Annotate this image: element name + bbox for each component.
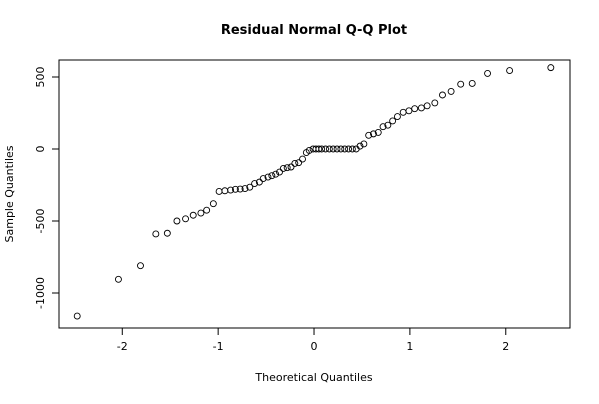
point — [197, 209, 205, 217]
x-tick-label: -1 — [213, 340, 224, 353]
point — [272, 170, 280, 178]
point — [264, 173, 272, 181]
point — [431, 99, 439, 107]
y-tick-label: -500 — [34, 209, 47, 234]
point — [315, 145, 323, 153]
point — [152, 230, 160, 238]
point — [236, 185, 244, 193]
y-tick-label: 500 — [34, 66, 47, 87]
point — [137, 262, 144, 270]
point — [423, 102, 431, 110]
point — [348, 145, 356, 153]
point — [356, 142, 364, 150]
point — [305, 146, 313, 154]
x-tick-label: 1 — [406, 340, 413, 353]
point — [295, 159, 303, 167]
point — [457, 80, 465, 88]
point — [203, 206, 211, 214]
point — [370, 130, 377, 138]
point — [215, 188, 223, 195]
x-tick-label: -2 — [117, 340, 128, 353]
point — [393, 113, 401, 121]
point — [246, 183, 254, 191]
point — [182, 215, 190, 223]
y-tick-label: 0 — [34, 145, 47, 152]
chart-title: Residual Normal Q-Q Plot — [221, 23, 407, 38]
point — [399, 108, 407, 116]
point — [276, 168, 283, 176]
x-tick-label: 2 — [502, 340, 509, 353]
point — [417, 104, 425, 112]
point — [345, 145, 352, 153]
x-tick-label: 0 — [311, 340, 318, 353]
point — [259, 175, 267, 182]
x-axis-label: Theoretical Quantiles — [254, 371, 372, 384]
point — [547, 64, 555, 72]
y-tick-label: -1000 — [34, 277, 47, 309]
point — [447, 87, 455, 95]
point — [221, 187, 229, 195]
point — [506, 67, 514, 74]
point — [255, 178, 263, 186]
point — [279, 164, 287, 172]
point — [227, 186, 235, 194]
point — [365, 131, 373, 139]
point — [411, 105, 419, 113]
point — [468, 80, 476, 87]
point — [287, 163, 295, 171]
point — [73, 312, 81, 320]
y-axis-label: Sample Quantiles — [3, 145, 16, 242]
point — [337, 145, 345, 153]
point — [251, 180, 259, 188]
point — [291, 159, 299, 167]
point — [341, 145, 349, 153]
point — [114, 275, 122, 283]
point — [439, 91, 446, 99]
point — [484, 69, 491, 77]
point — [360, 140, 368, 148]
point — [379, 123, 387, 131]
point — [231, 185, 239, 193]
point — [384, 121, 392, 129]
point — [333, 145, 341, 153]
point — [283, 164, 291, 172]
point — [374, 128, 382, 136]
point — [173, 217, 181, 225]
point — [299, 155, 306, 163]
point — [322, 145, 329, 153]
point — [209, 200, 217, 208]
point — [318, 145, 326, 153]
plot-box — [58, 59, 571, 329]
point — [241, 185, 249, 193]
point — [389, 117, 397, 125]
point — [405, 107, 413, 115]
point — [189, 211, 197, 219]
point — [268, 172, 276, 180]
point — [163, 229, 171, 237]
point — [329, 145, 337, 153]
point — [325, 145, 333, 153]
